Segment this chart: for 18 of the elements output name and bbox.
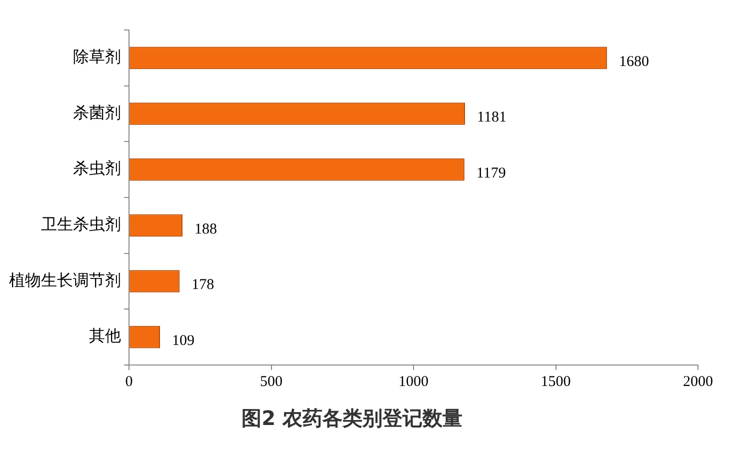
y-tick-label: 其他 (89, 326, 121, 346)
x-tick-label: 0 (125, 374, 133, 390)
y-tick-label: 植物生长调节剂 (9, 270, 121, 290)
y-tick-label: 卫生杀虫剂 (41, 214, 121, 234)
y-tick-label: 杀虫剂 (73, 158, 121, 178)
x-tick-label: 500 (260, 374, 282, 390)
text: 图2 农药各类别登记数量 (242, 406, 462, 430)
data-label: 109 (172, 333, 195, 350)
x-tick-label: 2000 (683, 374, 713, 390)
data-label: 1181 (476, 110, 506, 126)
data-label: 1680 (618, 54, 649, 70)
data-label: 178 (192, 277, 214, 294)
x-tick-label: 1000 (398, 374, 428, 390)
x-tick-label: 1500 (540, 374, 571, 390)
data-label: 188 (194, 221, 217, 238)
y-tick-label: 除草剂 (73, 47, 121, 66)
data-label: 1179 (476, 166, 506, 182)
y-tick-label: 杀菌剂 (73, 102, 121, 122)
